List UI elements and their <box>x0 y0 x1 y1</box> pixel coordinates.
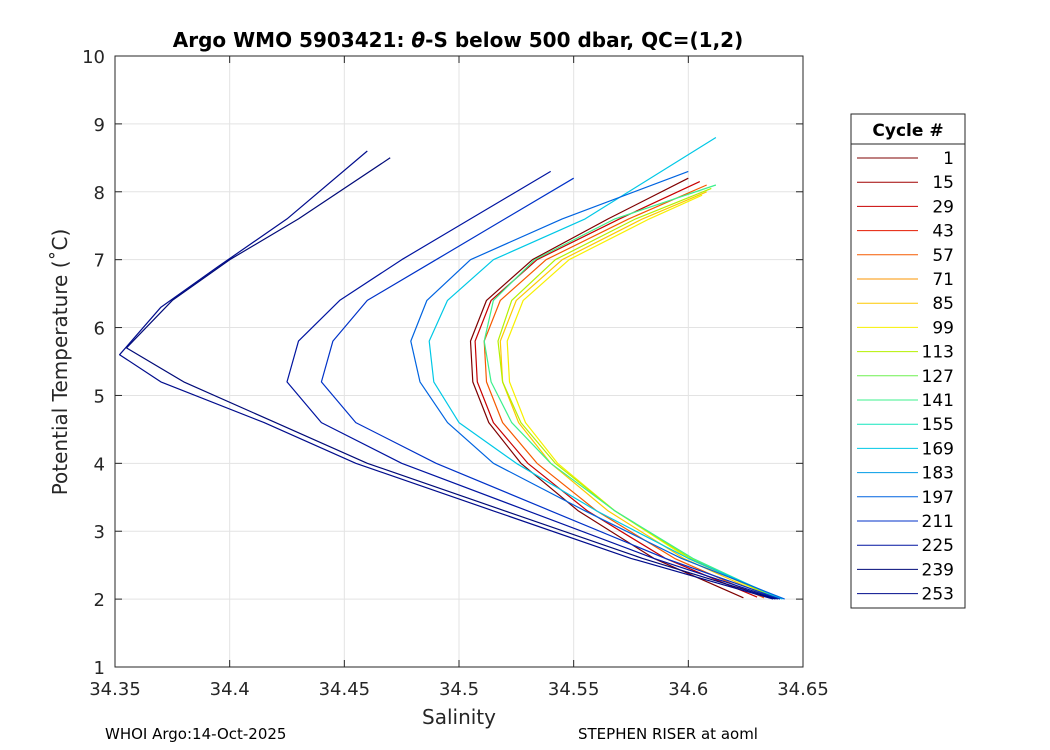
legend-label: 197 <box>922 488 954 508</box>
legend-label: 155 <box>922 415 954 435</box>
y-tick-label: 6 <box>94 319 105 340</box>
series-line-cycle-57 <box>483 184 765 599</box>
y-tick-label: 1 <box>94 658 105 679</box>
legend-label: 169 <box>922 439 954 459</box>
x-axis-label: Salinity <box>422 705 496 729</box>
y-tick-label: 5 <box>94 386 105 407</box>
legend-label: 57 <box>932 246 954 266</box>
legend-label: 239 <box>922 560 954 580</box>
legend-label: 127 <box>922 367 954 387</box>
legend-label: 225 <box>922 536 954 556</box>
x-tick-label: 34.6 <box>668 679 708 700</box>
legend-label: 71 <box>932 270 954 290</box>
y-tick-label: 7 <box>94 251 105 272</box>
legend-label: 211 <box>922 512 954 532</box>
x-tick-label: 34.55 <box>548 679 600 700</box>
series-lines <box>118 136 785 600</box>
y-tick-label: 9 <box>94 115 105 136</box>
series-line-cycle-239 <box>125 157 776 600</box>
legend: Cycle # 1 15 29 43 57 71 85 99 113 127 141 155 169 18… <box>850 113 966 609</box>
series-line-cycle-197 <box>410 170 785 600</box>
y-tick-label: 10 <box>82 47 105 68</box>
series-line-cycle-253 <box>118 150 774 600</box>
series-line-cycle-169 <box>428 136 783 600</box>
series-line-cycle-1 <box>469 177 744 599</box>
series-line-cycle-29 <box>474 181 758 598</box>
legend-label: 43 <box>932 222 954 242</box>
legend-label: 99 <box>932 318 954 338</box>
legend-title: Cycle # <box>872 121 943 141</box>
legend-label: 1 <box>943 149 954 169</box>
series-line-cycle-211 <box>320 177 781 600</box>
legend-label: 253 <box>922 585 954 605</box>
y-tick-label: 3 <box>94 522 105 543</box>
legend-label: 15 <box>932 173 954 193</box>
y-tick-label: 2 <box>94 590 105 611</box>
footer-author: STEPHEN RISER at aoml <box>578 725 758 743</box>
y-tick-label: 4 <box>94 454 105 475</box>
footer-date: WHOI Argo:14-Oct-2025 <box>105 725 287 743</box>
series-line-cycle-141 <box>483 184 781 600</box>
x-tick-label: 34.5 <box>439 679 479 700</box>
chart-title: Argo WMO 5903421: θ-S below 500 dbar, QC… <box>173 28 743 52</box>
y-tick-label: 8 <box>94 183 105 204</box>
x-tick-label: 34.45 <box>319 679 371 700</box>
x-tick-label: 34.65 <box>777 679 829 700</box>
axis-ticks: 34.35 34.4 34.45 34.5 34.55 34.6 34.65 1 2 3 4 5 6 7 8… <box>82 47 829 700</box>
legend-label: 141 <box>922 391 954 411</box>
legend-label: 183 <box>922 464 954 484</box>
x-tick-label: 34.35 <box>89 679 141 700</box>
series-line-cycle-85 <box>499 191 772 599</box>
legend-entries: 1 15 29 43 57 71 85 99 113 127 141 155 169 183 197 211 2… <box>857 149 954 605</box>
legend-box <box>850 113 966 609</box>
legend-label: 113 <box>922 343 954 363</box>
x-tick-label: 34.4 <box>210 679 250 700</box>
series-line-cycle-225 <box>286 170 778 600</box>
legend-label: 85 <box>932 294 954 314</box>
legend-label: 29 <box>932 197 954 217</box>
y-axis-label: Potential Temperature (˚C) <box>48 229 72 496</box>
